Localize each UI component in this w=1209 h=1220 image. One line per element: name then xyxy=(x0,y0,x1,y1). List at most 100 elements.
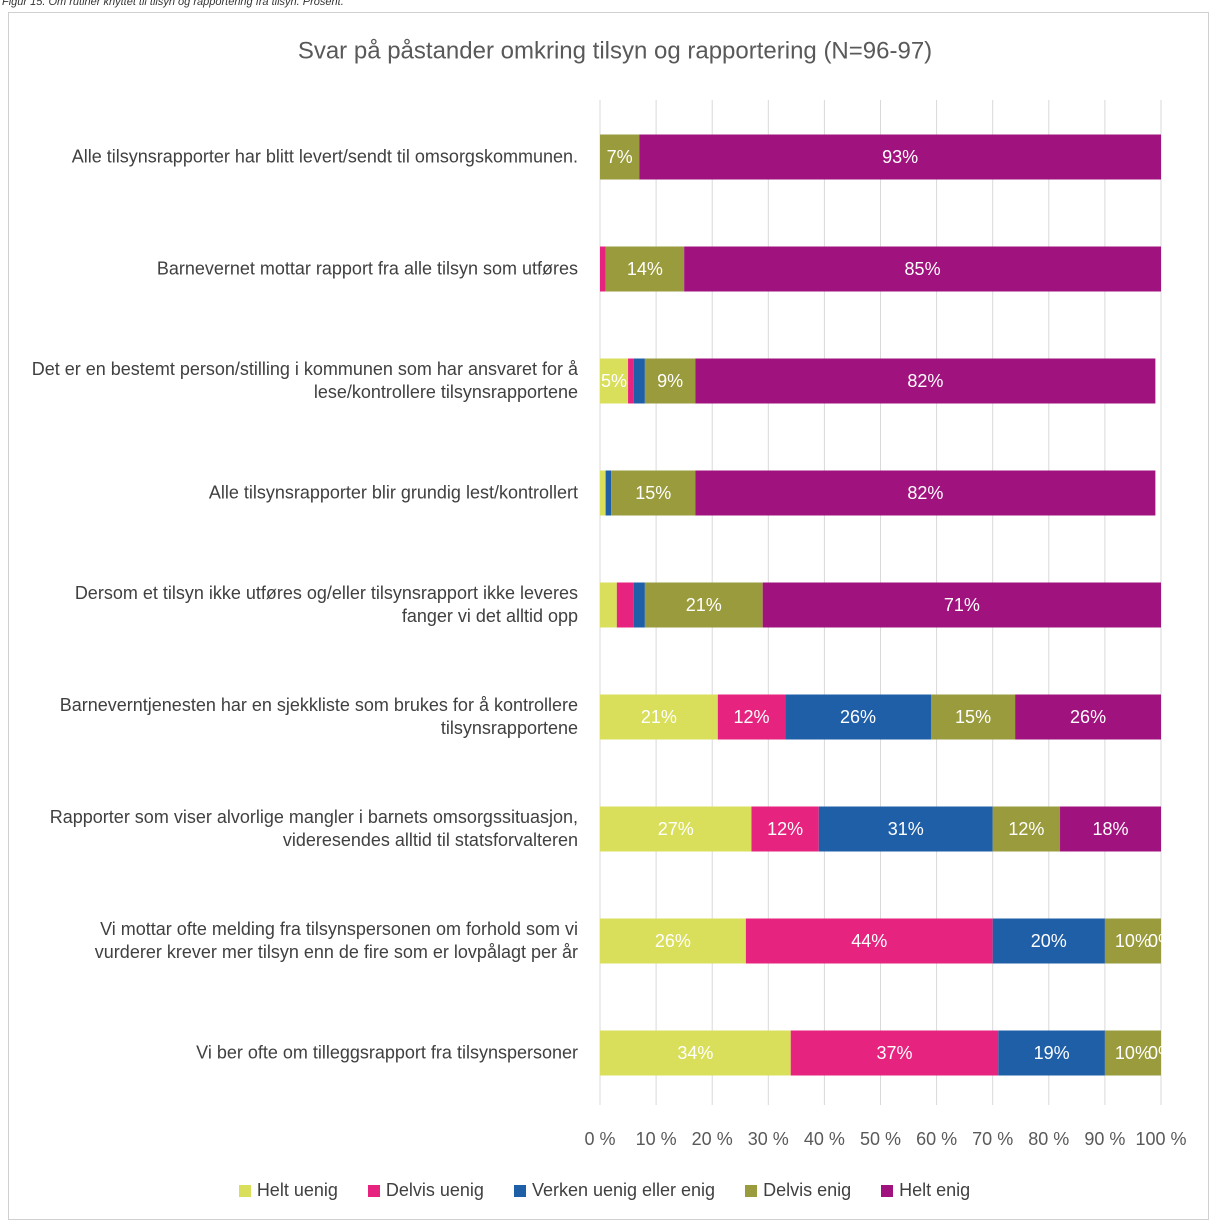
data-label: 26% xyxy=(655,931,691,951)
data-label: 21% xyxy=(641,707,677,727)
data-label: 82% xyxy=(907,483,943,503)
caption: Figur 15. Om rutiner knyttet til tilsyn … xyxy=(2,0,344,8)
bar-segment xyxy=(611,470,696,516)
category-label: Det er en bestemt person/stilling i komm… xyxy=(31,359,578,402)
bar-segment xyxy=(695,358,1156,404)
legend-label: Helt enig xyxy=(899,1180,971,1200)
bar-segment xyxy=(600,246,606,292)
x-tick-label: 50 % xyxy=(860,1129,901,1149)
bar-segment xyxy=(684,246,1161,292)
bar-segment xyxy=(600,470,606,516)
bar-segment xyxy=(600,134,640,180)
bar-segment xyxy=(745,918,993,964)
bar-segment xyxy=(633,582,645,628)
bar-segment xyxy=(600,358,629,404)
legend-label: Delvis enig xyxy=(763,1180,852,1200)
bar-segment xyxy=(633,358,645,404)
legend: Helt uenig Delvis uenig Verken uenig eller… xyxy=(0,1180,1209,1201)
bar-segment xyxy=(600,582,617,628)
data-label: 34% xyxy=(677,1043,713,1063)
data-label: 19% xyxy=(1034,1043,1070,1063)
legend-item: Helt enig xyxy=(881,1180,970,1201)
bar-segment xyxy=(600,1030,791,1076)
bar-segment xyxy=(644,358,696,404)
data-label: 7% xyxy=(607,147,633,167)
legend-item: Delvis uenig xyxy=(367,1180,484,1201)
data-label: 9% xyxy=(657,371,683,391)
chart-title: Svar på påstander omkring tilsyn og rapp… xyxy=(298,37,932,64)
bar-segment xyxy=(818,806,993,852)
legend-item: Helt uenig xyxy=(238,1180,338,1201)
bar-segment xyxy=(600,806,752,852)
category-label: Alle tilsynsrapporter blir grundig lest/… xyxy=(208,482,578,503)
x-tick-label: 0 % xyxy=(584,1129,615,1149)
category-label: Alle tilsynsrapporter har blitt levert/s… xyxy=(71,146,578,167)
bar-segment xyxy=(605,246,685,292)
data-label: 21% xyxy=(686,595,722,615)
legend-swatch xyxy=(513,1184,526,1197)
x-tick-label: 100 % xyxy=(1135,1129,1186,1149)
bar-segment xyxy=(1060,806,1161,852)
data-label: 44% xyxy=(851,931,887,951)
data-label: 82% xyxy=(907,371,943,391)
bar-segment xyxy=(762,582,1161,628)
bar-segment xyxy=(616,582,634,628)
bar-segment xyxy=(639,134,1161,180)
x-tick-label: 60 % xyxy=(916,1129,957,1149)
legend-label: Delvis uenig xyxy=(385,1180,484,1200)
bar-segment xyxy=(1104,1030,1161,1076)
x-tick-label: 30 % xyxy=(748,1129,789,1149)
data-label: 85% xyxy=(905,259,941,279)
legend-swatch xyxy=(367,1184,380,1197)
x-tick-label: 90 % xyxy=(1084,1129,1125,1149)
data-label: 10% xyxy=(1115,931,1151,951)
x-tick-label: 10 % xyxy=(636,1129,677,1149)
bar-segment xyxy=(644,582,763,628)
category-label: Vi ber ofte om tilleggsrapport fra tilsy… xyxy=(196,1042,578,1063)
bar-segment xyxy=(600,918,746,964)
category-label: Barneverntjenesten har en sjekkliste som… xyxy=(59,695,578,738)
x-tick-label: 40 % xyxy=(804,1129,845,1149)
legend-item: Delvis enig xyxy=(745,1180,851,1201)
bar-segment xyxy=(992,806,1061,852)
bar-segment xyxy=(628,358,634,404)
bar-segment xyxy=(717,694,786,740)
data-label: 20% xyxy=(1031,931,1067,951)
bar-segment xyxy=(790,1030,999,1076)
data-label: 0% xyxy=(1148,1043,1174,1063)
data-label: 12% xyxy=(1008,819,1044,839)
legend-swatch xyxy=(881,1184,894,1197)
x-tick-label: 70 % xyxy=(972,1129,1013,1149)
bar-segment xyxy=(600,694,718,740)
bar-segment xyxy=(751,806,819,852)
bar-segment xyxy=(695,470,1156,516)
x-tick-label: 80 % xyxy=(1028,1129,1069,1149)
bar-segment xyxy=(998,1030,1105,1076)
bar-segment xyxy=(1015,694,1161,740)
data-label: 12% xyxy=(767,819,803,839)
data-label: 10% xyxy=(1115,1043,1151,1063)
bar-segment xyxy=(605,470,612,516)
category-label: Rapporter som viser alvorlige mangler i … xyxy=(49,807,578,850)
data-label: 37% xyxy=(877,1043,913,1063)
x-tick-label: 20 % xyxy=(692,1129,733,1149)
data-label: 0% xyxy=(1148,931,1174,951)
bar-segment xyxy=(1104,918,1161,964)
data-label: 12% xyxy=(733,707,769,727)
bar-segment xyxy=(992,918,1105,964)
legend-swatch xyxy=(745,1184,758,1197)
bar-segment xyxy=(785,694,931,740)
category-label: Barnevernet mottar rapport fra alle tils… xyxy=(156,258,578,279)
data-label: 27% xyxy=(658,819,694,839)
data-label: 15% xyxy=(635,483,671,503)
category-label: Vi mottar ofte melding fra tilsynsperson… xyxy=(94,919,578,962)
data-label: 15% xyxy=(955,707,991,727)
data-label: 14% xyxy=(627,259,663,279)
data-label: 5% xyxy=(601,371,627,391)
data-label: 71% xyxy=(944,595,980,615)
bar-segment xyxy=(930,694,1016,740)
data-label: 26% xyxy=(840,707,876,727)
legend-label: Helt uenig xyxy=(256,1180,338,1200)
